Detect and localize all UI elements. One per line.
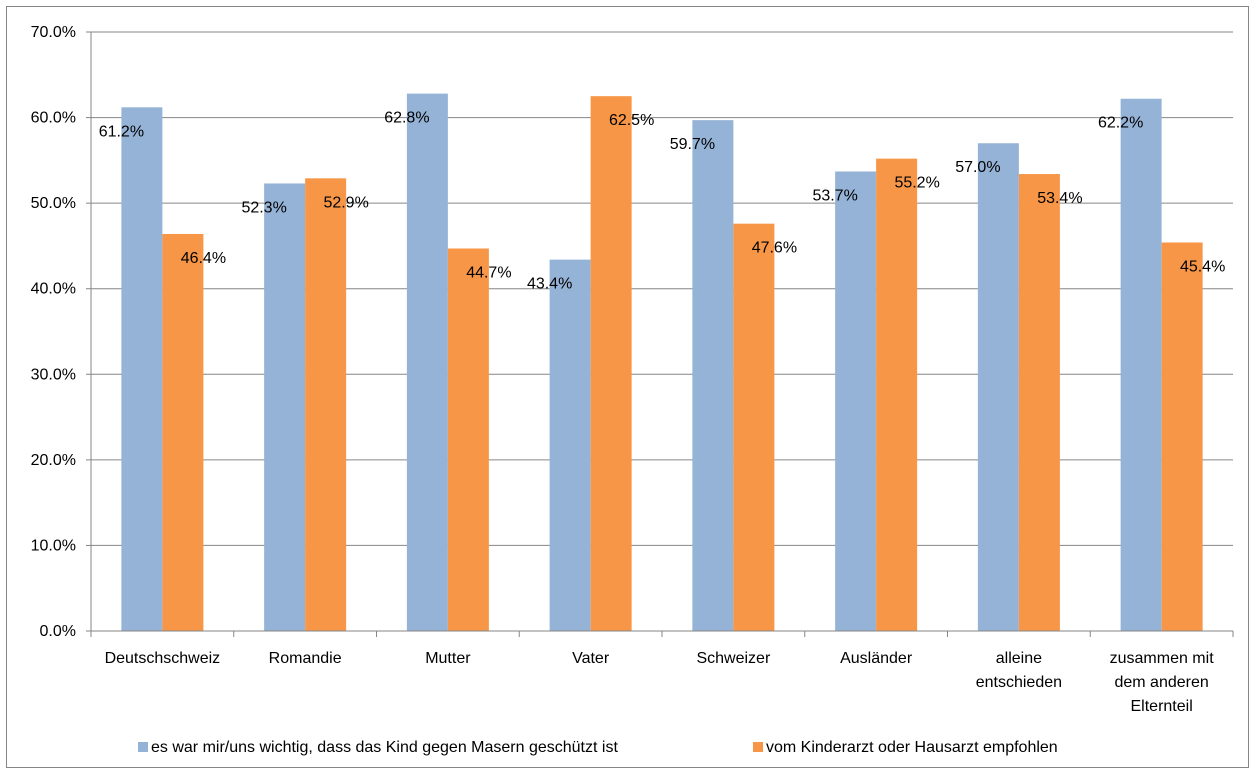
data-label: 61.2%: [99, 123, 144, 140]
axes: 0.0% 10.0% 20.0% 30.0% 40.0% 50.0% 60.0% 70.0% D…: [31, 24, 1234, 715]
bar: [1018, 174, 1060, 631]
bar: [1161, 242, 1203, 631]
x-category-label: entschieden: [976, 674, 1062, 691]
bar: [977, 143, 1019, 631]
y-tick-label: 10.0%: [31, 537, 76, 554]
y-tick-label: 50.0%: [31, 195, 76, 212]
data-label: 62.8%: [384, 110, 429, 127]
data-label: 46.4%: [181, 250, 226, 267]
x-category-label: zusammen mit: [1110, 650, 1215, 667]
data-label: 62.5%: [609, 112, 654, 129]
bar: [549, 259, 591, 631]
legend-swatch: [138, 742, 148, 752]
bar: [305, 178, 347, 631]
x-category-label: dem anderen: [1114, 674, 1208, 691]
y-tick-label: 0.0%: [40, 623, 76, 640]
legend: es war mir/uns wichtig, dass das Kind ge…: [138, 739, 1058, 756]
data-label: 59.7%: [670, 136, 715, 153]
bar: [1120, 98, 1162, 631]
x-category-label: Mutter: [425, 650, 471, 667]
data-label: 47.6%: [752, 240, 797, 257]
data-labels: 61.2% 52.3% 62.8% 43.4% 59.7% 53.7% 57.0% 62.2%…: [99, 110, 1226, 293]
data-label: 52.3%: [241, 199, 286, 216]
x-category-label: alleine: [996, 650, 1042, 667]
bar: [264, 183, 306, 631]
x-category-label: Vater: [572, 650, 610, 667]
bar: [733, 223, 775, 631]
y-tick-label: 70.0%: [31, 24, 76, 41]
bar: [406, 93, 448, 631]
legend-label: vom Kinderarzt oder Hausarzt empfohlen: [766, 739, 1058, 756]
data-label: 53.7%: [812, 187, 857, 204]
data-label: 45.4%: [1180, 259, 1225, 276]
x-category-label: Ausländer: [840, 650, 913, 667]
x-category-label: Schweizer: [696, 650, 770, 667]
data-label: 43.4%: [527, 276, 572, 293]
y-tick-label: 30.0%: [31, 366, 76, 383]
bars: [121, 93, 1203, 631]
y-tick-label: 40.0%: [31, 281, 76, 298]
data-label: 55.2%: [894, 175, 939, 192]
y-tick-label: 60.0%: [31, 110, 76, 127]
bar: [121, 107, 163, 631]
bar: [876, 158, 918, 631]
y-tick-label: 20.0%: [31, 452, 76, 469]
bar: [162, 233, 204, 631]
bar: [590, 96, 632, 631]
bar: [835, 171, 877, 631]
bar: [447, 248, 489, 631]
data-label: 53.4%: [1037, 190, 1082, 207]
x-category-label: Romandie: [269, 650, 342, 667]
data-label: 62.2%: [1098, 115, 1143, 132]
gridlines: [91, 31, 1233, 546]
data-label: 52.9%: [323, 194, 368, 211]
data-label: 44.7%: [466, 264, 511, 281]
legend-swatch: [753, 742, 763, 752]
x-category-label: Elternteil: [1131, 698, 1193, 715]
legend-label: es war mir/uns wichtig, dass das Kind ge…: [151, 739, 618, 756]
bar: [692, 120, 734, 631]
x-category-label: Deutschschweiz: [105, 650, 221, 667]
data-label: 57.0%: [955, 159, 1000, 176]
